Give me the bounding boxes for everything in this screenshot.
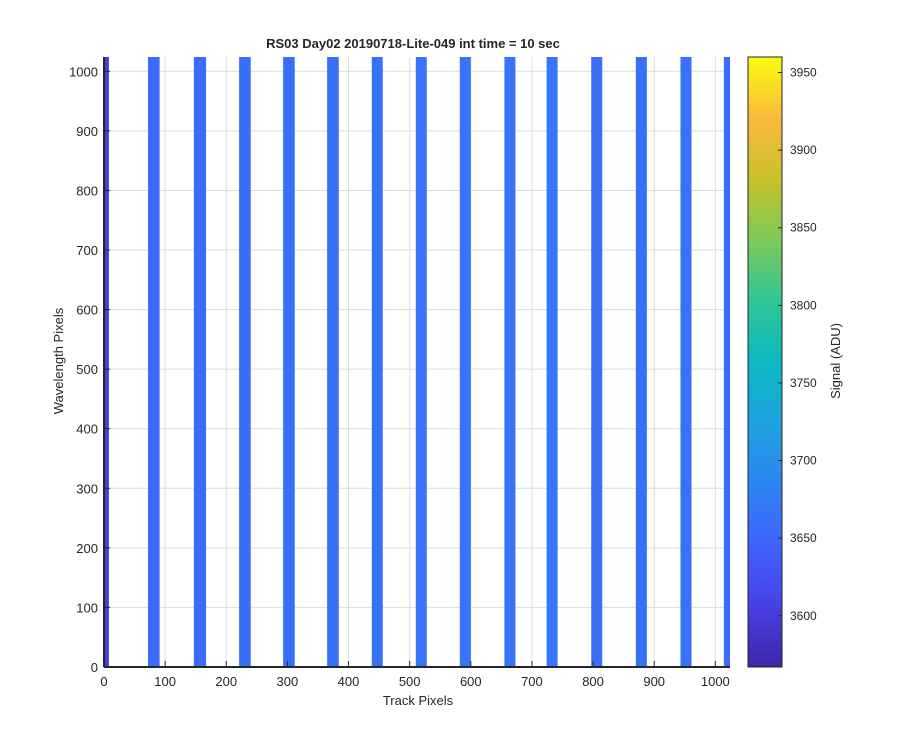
y-tick-label: 500	[76, 362, 98, 377]
x-axis-label: Track Pixels	[383, 693, 454, 708]
colorbar-tick-label: 3600	[790, 609, 817, 623]
colorbar-tick-label: 3800	[790, 298, 817, 312]
x-tick-label: 0	[100, 674, 107, 689]
axes	[103, 57, 730, 668]
x-tick-label: 700	[521, 674, 543, 689]
x-tick-label: 300	[277, 674, 299, 689]
colorbar-tick-label: 3850	[790, 221, 817, 235]
heatmap-band	[327, 57, 339, 667]
y-tick-label: 1000	[69, 64, 98, 79]
colorbar-gradient	[748, 57, 782, 667]
colorbar-label: Signal (ADU)	[828, 323, 843, 399]
y-tick-label: 400	[76, 422, 98, 437]
heatmap-band	[546, 57, 558, 667]
colorbar-tick-label: 3700	[790, 454, 817, 468]
heatmap-band	[635, 57, 647, 667]
plot-area: 0 100 200 300 400 500 600 700 800 900 1000 0 100 200…	[69, 57, 730, 689]
heatmap-band	[148, 57, 160, 667]
x-tick-label: 900	[643, 674, 665, 689]
heatmap-band	[680, 57, 692, 667]
heatmap-band	[415, 57, 427, 667]
x-tick-label: 200	[215, 674, 237, 689]
y-tick-label: 800	[76, 183, 98, 198]
x-tick-labels: 0 100 200 300 400 500 600 700 800 900 1000	[100, 674, 729, 689]
colorbar-tick-label: 3650	[790, 531, 817, 545]
y-tick-label: 300	[76, 481, 98, 496]
x-tick-label: 400	[338, 674, 360, 689]
colorbar-tick-label: 3950	[790, 66, 817, 80]
y-tick-label: 900	[76, 124, 98, 139]
x-tick-label: 600	[460, 674, 482, 689]
heatmap-band	[591, 57, 603, 667]
heatmap-band	[283, 57, 295, 667]
y-tick-labels: 0 100 200 300 400 500 600 700 800 900 1000	[69, 64, 98, 675]
heatmap-band	[193, 57, 207, 667]
x-tick-label: 800	[582, 674, 604, 689]
heatmap-band	[371, 57, 383, 667]
heatmap-band	[239, 57, 251, 667]
colorbar-tick-label: 3900	[790, 143, 817, 157]
y-tick-label: 200	[76, 541, 98, 556]
heatmap-band	[723, 57, 730, 667]
chart-title: RS03 Day02 20190718-Lite-049 int time = …	[266, 36, 560, 51]
colorbar-frame	[747, 56, 783, 668]
heatmap-band	[504, 57, 516, 667]
heatmap-bands	[104, 57, 730, 667]
y-tick-label: 0	[91, 660, 98, 675]
heatmap-band	[459, 57, 471, 667]
colorbar: 3600 3650 3700 3750 3800 3850 3900 3950 Signal …	[747, 56, 843, 668]
y-axis-label: Wavelength Pixels	[51, 307, 66, 414]
colorbar-tick-label: 3750	[790, 376, 817, 390]
y-tick-label: 600	[76, 303, 98, 318]
y-tick-label: 700	[76, 243, 98, 258]
x-tick-label: 1000	[701, 674, 730, 689]
x-tick-label: 500	[399, 674, 421, 689]
x-tick-label: 100	[154, 674, 176, 689]
y-tick-label: 100	[76, 600, 98, 615]
heatmap-band	[104, 57, 109, 667]
colorbar-ticks: 3600 3650 3700 3750 3800 3850 3900 3950	[778, 66, 817, 623]
